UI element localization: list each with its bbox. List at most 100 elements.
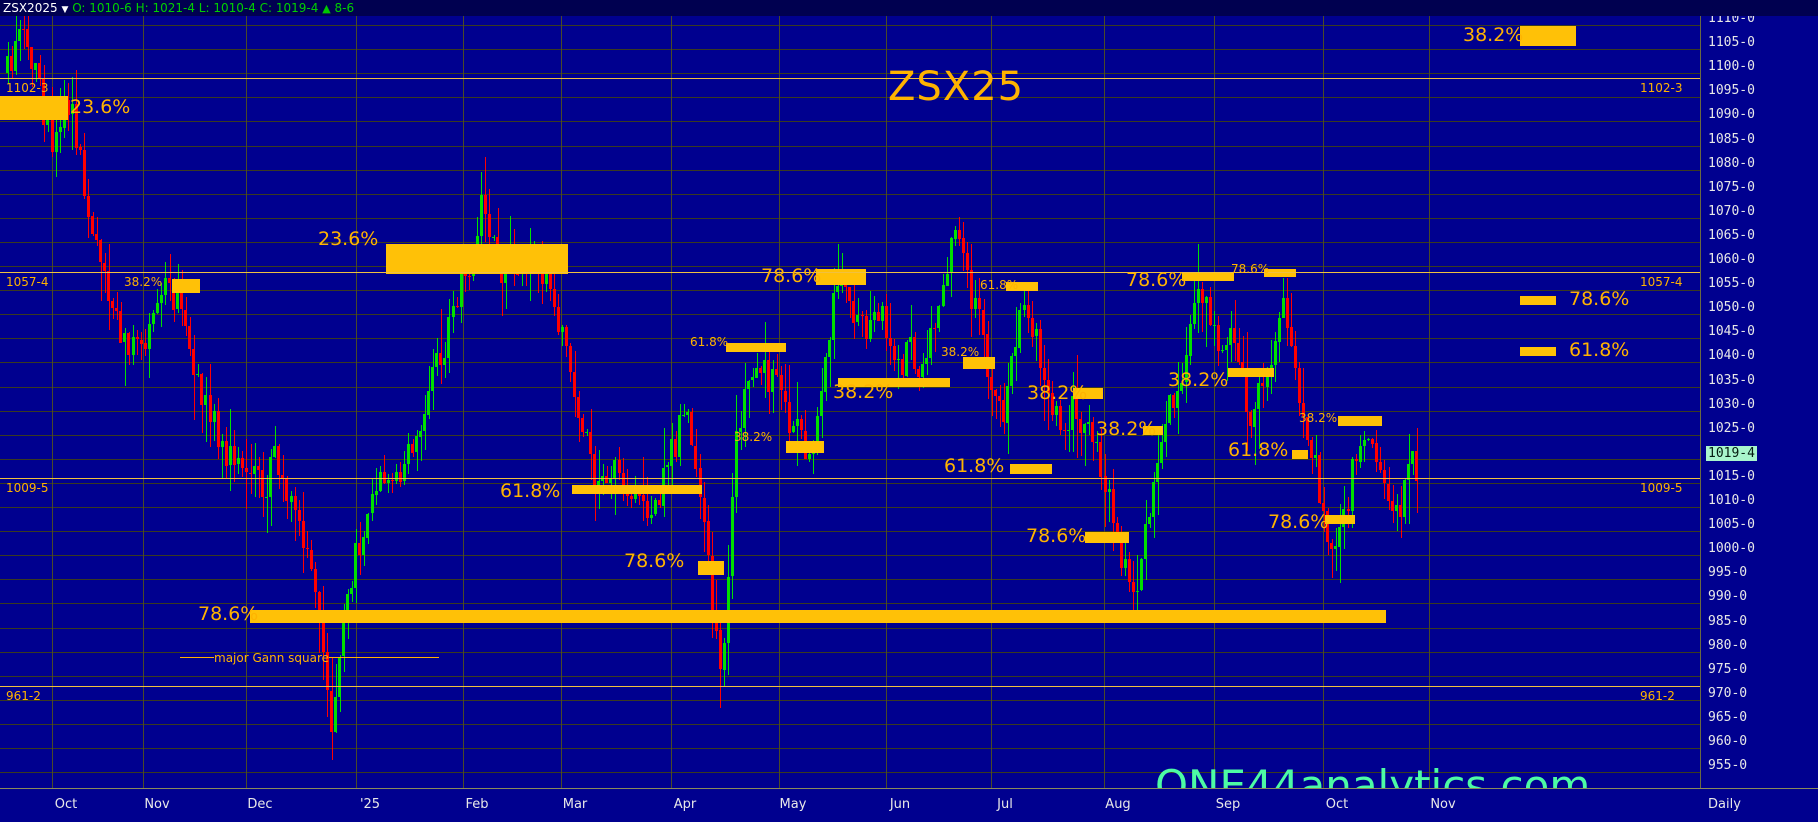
candle-body [257, 466, 260, 470]
candle-body [561, 327, 564, 332]
candle-body [75, 104, 78, 148]
candle-body [759, 368, 762, 373]
candle-body [670, 439, 673, 466]
time-tick: Oct [54, 797, 78, 812]
candle-wick [562, 325, 563, 346]
candle-body [1213, 325, 1216, 326]
candle-body [1225, 345, 1228, 350]
horizontal-level-line [0, 478, 1700, 479]
candle-body [605, 476, 608, 483]
horizontal-level-line [0, 272, 1700, 273]
gann-label: major Gann square [214, 651, 330, 665]
candle-body [1407, 464, 1410, 480]
candle-body [954, 230, 957, 239]
candle-wick [307, 531, 308, 558]
candle-body [942, 285, 945, 306]
candle-body [699, 468, 702, 497]
candle-body [865, 316, 868, 339]
time-axis-divider [0, 788, 1818, 789]
candle-body [654, 500, 657, 514]
time-tick: Nov [1430, 797, 1456, 812]
candle-body [1257, 383, 1260, 409]
candle-body [763, 360, 766, 373]
candle-body [642, 495, 645, 501]
candle-body [913, 337, 916, 369]
gann-square-annotation: major Gann square [180, 651, 440, 665]
candle-wick [105, 253, 106, 293]
candle-body [184, 310, 187, 326]
candle-body [136, 337, 139, 339]
candle-body [1014, 347, 1017, 356]
fibonacci-zone [1085, 532, 1129, 543]
candle-wick [1182, 363, 1183, 394]
fibonacci-label: 23.6% [70, 96, 131, 118]
candle-body [209, 395, 212, 422]
candle-wick [1000, 385, 1001, 427]
grid-line-horizontal [0, 338, 1700, 339]
candle-body [1391, 501, 1394, 511]
interval-label[interactable]: Daily [1708, 797, 1741, 812]
price-axis[interactable]: 1110-0 1105-0 1100-0 1095-0 1090-0 1085-0 1080… [1700, 0, 1818, 788]
candle-wick [651, 496, 652, 524]
candle-wick [1048, 359, 1049, 430]
grid-line-horizontal [0, 724, 1700, 725]
fibonacci-zone [1520, 296, 1556, 305]
candle-body [237, 458, 240, 464]
candle-body [557, 307, 560, 332]
fibonacci-label: 38.2% [1096, 418, 1157, 440]
candle-body [1023, 305, 1026, 310]
candle-body [362, 537, 365, 555]
candle-body [1245, 370, 1248, 412]
fibonacci-label: 61.8% [980, 278, 1019, 292]
fibonacci-zone [838, 378, 950, 387]
grid-line-horizontal [0, 146, 1700, 147]
fibonacci-label: 78.6% [1126, 269, 1187, 291]
fibonacci-label: 78.6% [1026, 525, 1087, 547]
candle-wick [117, 292, 118, 320]
level-label-left: 1057-4 [6, 275, 49, 289]
candle-body [318, 592, 321, 611]
grid-line-vertical [561, 16, 562, 788]
symbol-label[interactable]: ZSX2025 [3, 1, 58, 15]
candle-body [666, 465, 669, 467]
time-tick: Jun [889, 797, 911, 812]
candle-body [1176, 391, 1179, 408]
candle-body [1168, 395, 1171, 423]
candle-body [1233, 328, 1236, 343]
candle-body [310, 550, 313, 569]
grid-line-horizontal [0, 25, 1700, 26]
chevron-down-icon[interactable]: ▼ [61, 5, 69, 15]
time-axis[interactable]: Oct Nov Dec '25 Feb Mar Apr May Jun Jul Aug Sep Oct N… [0, 788, 1818, 822]
fibonacci-zone [172, 279, 200, 293]
grid-line-horizontal [0, 97, 1700, 98]
candle-body [1095, 442, 1098, 443]
candle-wick [198, 364, 199, 377]
candle-body [375, 491, 378, 495]
candle-body [229, 446, 232, 465]
fibonacci-zone [1264, 269, 1296, 277]
candle-body [285, 479, 288, 501]
candle-body [723, 643, 726, 670]
candle-body [715, 620, 718, 631]
candle-wick [267, 475, 268, 533]
price-tick: 1000-0 [1708, 541, 1755, 557]
candle-body [808, 454, 811, 459]
candle-body [1104, 476, 1107, 492]
candle-body [893, 346, 896, 360]
candle-body [99, 240, 102, 262]
candle-body [848, 287, 851, 301]
chart-plot-area[interactable]: 1102-3 1102-3 1057-4 1057-4 1009-5 1009-5 961-… [0, 16, 1700, 788]
candle-body [1006, 386, 1009, 423]
candle-body [391, 480, 394, 481]
grid-line-horizontal [0, 459, 1700, 460]
candle-body [958, 230, 961, 239]
candle-body [115, 308, 118, 311]
candle-body [516, 274, 519, 275]
time-tick: Nov [144, 797, 170, 812]
candle-body [1018, 310, 1021, 348]
price-tick: 1095-0 [1708, 83, 1755, 99]
fibonacci-zone [1010, 464, 1052, 474]
candle-body [1302, 403, 1305, 416]
candle-body [589, 432, 592, 454]
